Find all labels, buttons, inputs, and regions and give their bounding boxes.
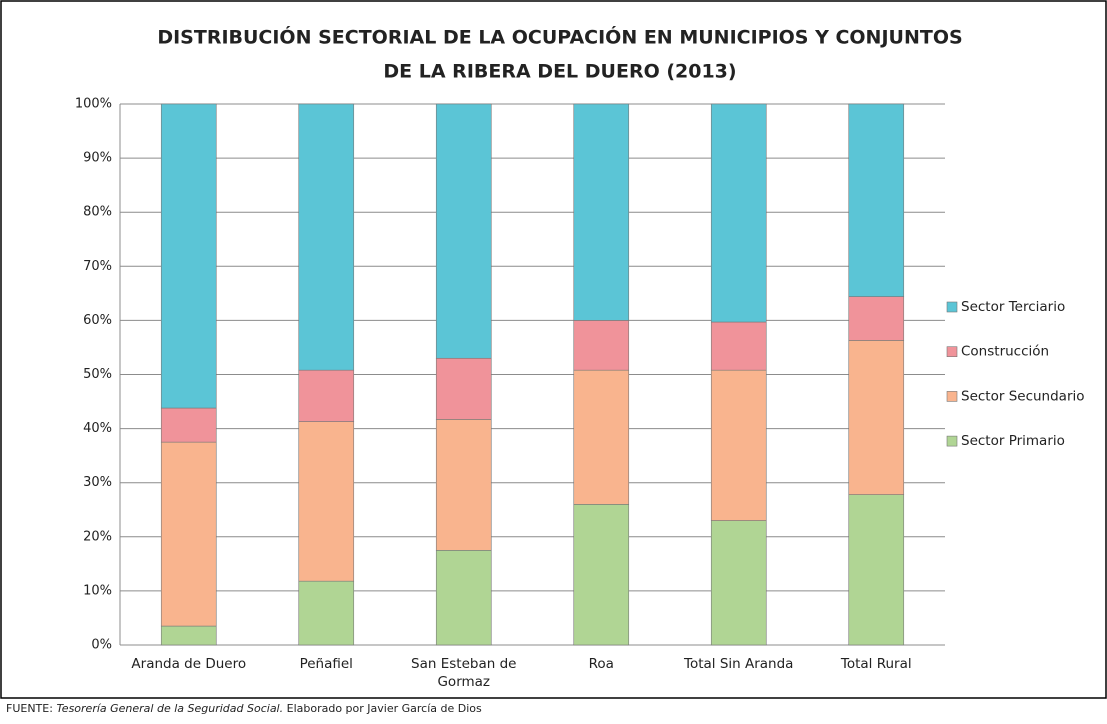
bar-segment — [435, 419, 492, 551]
legend-label: Sector Terciario — [961, 299, 1065, 315]
x-tick-label: Total Rural — [840, 656, 912, 672]
bar-segment — [298, 421, 355, 582]
bar-segment — [298, 580, 355, 646]
bar-segment — [160, 407, 217, 443]
bar-segment — [435, 103, 492, 359]
bar-segment — [160, 103, 217, 409]
bar-segment — [435, 357, 492, 420]
bar-segment — [710, 321, 767, 371]
legend-label: Sector Primario — [961, 433, 1065, 449]
x-tick-label: Aranda de Duero — [131, 656, 247, 672]
legend-label: Construcción — [961, 344, 1049, 360]
y-tick-label: 20% — [83, 529, 112, 544]
source: FUENTE: Tesorería General de la Segurida… — [6, 702, 482, 715]
bar-segment — [160, 441, 217, 627]
frame — [0, 0, 1107, 699]
bar-segment — [710, 103, 767, 323]
x-tick-label: Peñafiel — [299, 656, 353, 672]
bar-segment — [710, 369, 767, 521]
x-tick-label: San Esteban de Gormaz — [411, 656, 517, 690]
legend-swatch — [946, 391, 958, 402]
y-tick-label: 70% — [83, 259, 112, 274]
y-tick-label: 80% — [83, 205, 112, 220]
bar-segment — [573, 103, 630, 321]
bar-segment — [298, 369, 355, 422]
bar-segment — [573, 320, 630, 371]
source-italic: Tesorería General de la Seguridad Social… — [56, 702, 284, 715]
bar-segment — [298, 103, 355, 371]
legend-swatch — [946, 346, 958, 358]
bar-segment — [573, 504, 630, 646]
x-tick-label: Roa — [588, 656, 614, 672]
y-tick-label: 50% — [83, 367, 112, 382]
source-suffix: Elaborado por Javier García de Dios — [286, 702, 482, 715]
bar-segment — [435, 550, 492, 646]
bar-segment — [848, 103, 905, 297]
y-tick-label: 0% — [91, 638, 112, 653]
bar-segment — [848, 494, 905, 646]
y-tick-label: 40% — [83, 421, 112, 436]
legend-swatch — [946, 301, 958, 313]
bar-segment — [710, 520, 767, 646]
bar-segment — [848, 340, 905, 495]
y-tick-label: 100% — [75, 97, 112, 112]
legend-swatch — [946, 435, 958, 447]
bar-segment — [160, 625, 217, 646]
y-tick-label: 30% — [83, 475, 112, 490]
bar-segment — [848, 296, 905, 341]
chart-title: DE LA RIBERA DEL DUERO (2013) — [383, 61, 736, 83]
source-prefix: FUENTE: — [6, 702, 53, 715]
y-tick-label: 10% — [83, 583, 112, 598]
y-tick-label: 60% — [83, 313, 112, 328]
chart-title: DISTRIBUCIÓN SECTORIAL DE LA OCUPACIÓN E… — [157, 25, 962, 49]
x-tick-label: Total Sin Aranda — [684, 656, 794, 672]
y-tick-label: 90% — [83, 151, 112, 166]
legend-label: Sector Secundario — [961, 388, 1085, 404]
bar-segment — [573, 369, 630, 505]
